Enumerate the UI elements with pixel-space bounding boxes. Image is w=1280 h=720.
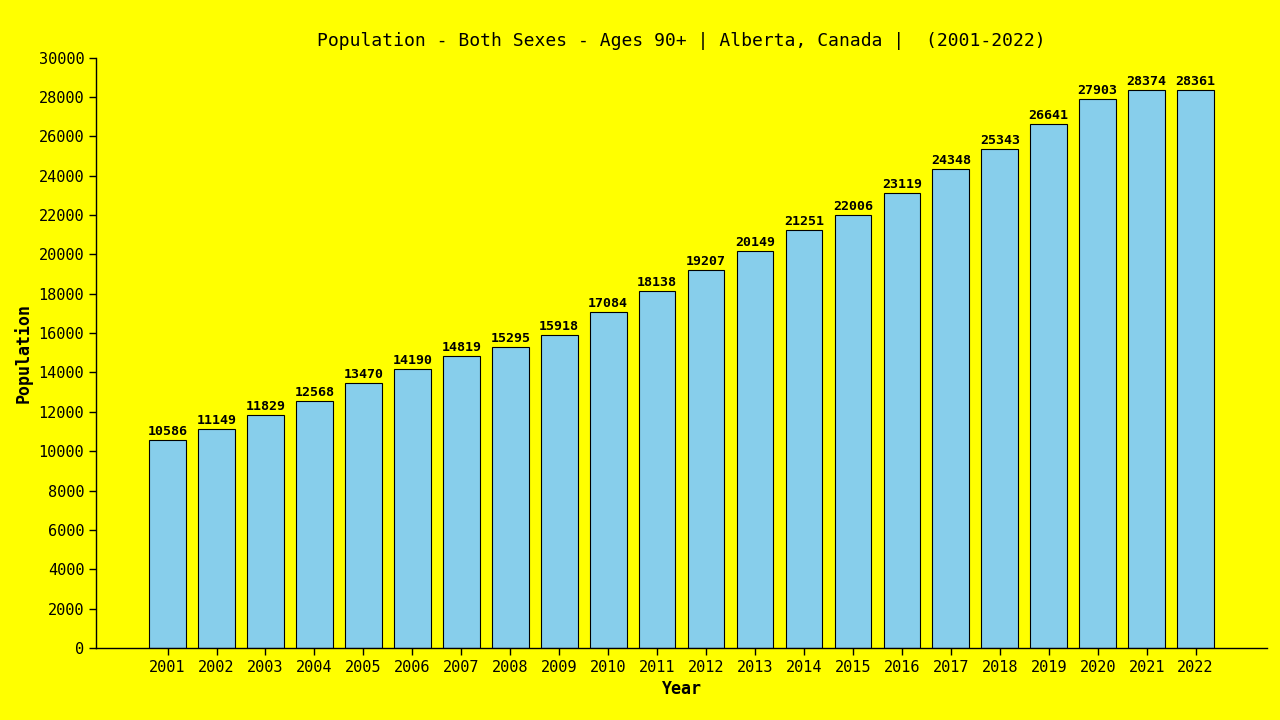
Text: 15918: 15918 [539,320,580,333]
Bar [443,356,480,648]
X-axis label: Year: Year [662,680,701,698]
Text: 11829: 11829 [246,400,285,413]
Bar [1079,99,1116,648]
Y-axis label: Population: Population [14,303,33,402]
Text: 14819: 14819 [442,341,481,354]
Bar [150,440,186,648]
Bar [786,230,822,648]
Text: 28374: 28374 [1126,75,1166,88]
Text: 23119: 23119 [882,178,922,191]
Bar [1178,90,1213,648]
Bar [982,149,1018,648]
Text: 22006: 22006 [833,200,873,213]
Text: 10586: 10586 [147,425,188,438]
Bar [590,312,626,648]
Text: 28361: 28361 [1175,75,1216,88]
Text: 20149: 20149 [735,236,774,250]
Bar [835,215,872,648]
Text: 17084: 17084 [589,297,628,310]
Text: 24348: 24348 [931,154,970,167]
Text: 27903: 27903 [1078,84,1117,97]
Text: 14190: 14190 [393,354,433,366]
Bar [933,168,969,648]
Text: 19207: 19207 [686,255,726,268]
Bar [737,251,773,648]
Bar [541,335,577,648]
Bar [247,415,284,648]
Bar [687,270,724,648]
Text: 12568: 12568 [294,386,334,399]
Bar [346,383,381,648]
Bar [296,400,333,648]
Bar [639,291,676,648]
Text: 11149: 11149 [197,413,237,427]
Text: 15295: 15295 [490,332,530,345]
Text: 18138: 18138 [637,276,677,289]
Bar [492,347,529,648]
Title: Population - Both Sexes - Ages 90+ | Alberta, Canada |  (2001-2022): Population - Both Sexes - Ages 90+ | Alb… [317,32,1046,50]
Bar [394,369,430,648]
Text: 13470: 13470 [343,368,384,381]
Bar [198,428,236,648]
Text: 25343: 25343 [979,135,1020,148]
Bar [883,193,920,648]
Bar [1030,124,1068,648]
Text: 21251: 21251 [783,215,824,228]
Text: 26641: 26641 [1029,109,1069,122]
Bar [1128,89,1165,648]
